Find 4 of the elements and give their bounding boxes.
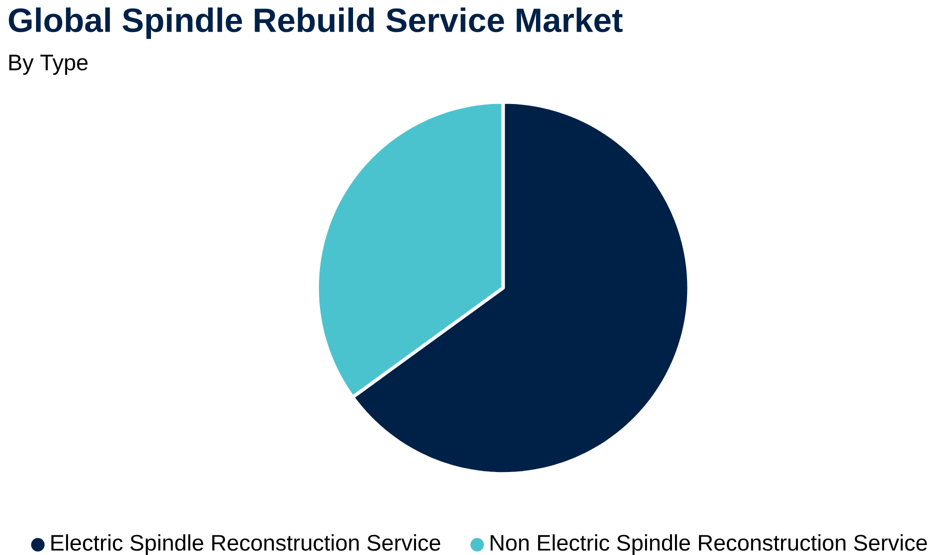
chart-title: Global Spindle Rebuild Service Market	[8, 7, 623, 39]
legend-label: Non Electric Spindle Reconstruction Service	[490, 534, 927, 555]
legend-label: Electric Spindle Reconstruction Service	[51, 534, 440, 555]
chart-subtitle: By Type	[9, 54, 88, 75]
